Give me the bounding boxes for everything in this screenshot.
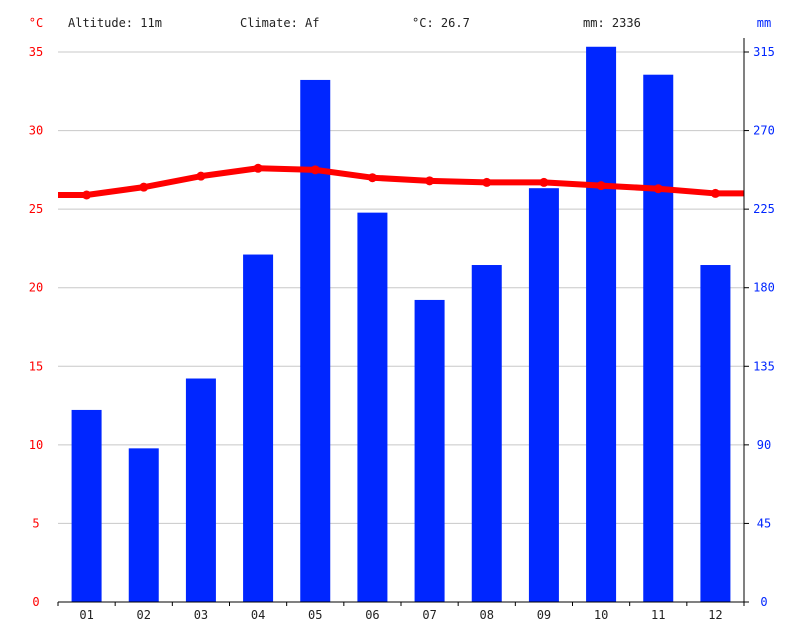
right-tick-label: 270	[753, 124, 775, 138]
precipitation-bar	[243, 254, 274, 603]
precipitation-bar	[643, 74, 674, 602]
precipitation-bar	[414, 299, 445, 602]
right-tick-label: 45	[757, 516, 771, 530]
left-tick-label: 20	[29, 281, 43, 295]
temperature-point	[653, 184, 663, 194]
gridlines	[58, 51, 744, 524]
left-tick-label: 5	[32, 516, 39, 530]
month-label: 07	[422, 608, 436, 622]
month-label: 02	[137, 608, 151, 622]
right-tick-label: 0	[760, 595, 767, 609]
altitude-label: Altitude: 11m	[68, 16, 162, 30]
left-tick-label: 30	[29, 124, 43, 138]
average-temperature-label: °C: 26.7	[412, 16, 470, 30]
left-tick-label: 15	[29, 359, 43, 373]
left-tick-label: 25	[29, 202, 43, 216]
right-tick-label: 135	[753, 359, 775, 373]
month-label: 01	[79, 608, 93, 622]
temperature-line-path	[58, 165, 744, 198]
right-tick-label: 315	[753, 45, 775, 59]
month-label: 05	[308, 608, 322, 622]
temperature-point	[425, 176, 435, 186]
month-label: 04	[251, 608, 265, 622]
climate-label: Climate: Af	[240, 16, 319, 30]
precipitation-bar	[357, 212, 388, 602]
temperature-point	[710, 188, 720, 198]
temperature-point	[482, 177, 492, 187]
precipitation-bar	[128, 448, 159, 602]
month-label: 08	[480, 608, 494, 622]
left-tick-label: 0	[32, 595, 39, 609]
left-tick-label: 35	[29, 45, 43, 59]
precipitation-bars	[71, 46, 731, 603]
annual-precipitation-label: mm: 2336	[583, 16, 641, 30]
right-tick-label: 90	[757, 438, 771, 452]
precipitation-bar	[300, 79, 331, 602]
temperature-point	[196, 171, 206, 181]
temperature-point	[539, 177, 549, 187]
left-axis-unit: °C	[29, 16, 43, 30]
precipitation-bar	[71, 409, 102, 602]
temperature-point	[253, 163, 263, 173]
precipitation-bar	[700, 265, 731, 602]
temperature-point	[596, 181, 606, 191]
precipitation-bar	[471, 265, 502, 602]
month-label: 03	[194, 608, 208, 622]
left-tick-label: 10	[29, 438, 43, 452]
temperature-line	[58, 163, 744, 200]
right-tick-label: 225	[753, 202, 775, 216]
month-label: 06	[365, 608, 379, 622]
month-label: 12	[708, 608, 722, 622]
month-label: 09	[537, 608, 551, 622]
month-label: 11	[651, 608, 665, 622]
temperature-point	[82, 190, 92, 200]
right-axis-unit: mm	[757, 16, 771, 30]
temperature-point	[310, 165, 320, 175]
precipitation-bar	[586, 46, 617, 603]
right-tick-label: 180	[753, 281, 775, 295]
precipitation-bar	[528, 188, 559, 602]
precipitation-bar	[185, 378, 216, 602]
temperature-point	[367, 173, 377, 183]
month-label: 10	[594, 608, 608, 622]
temperature-point	[139, 182, 149, 192]
